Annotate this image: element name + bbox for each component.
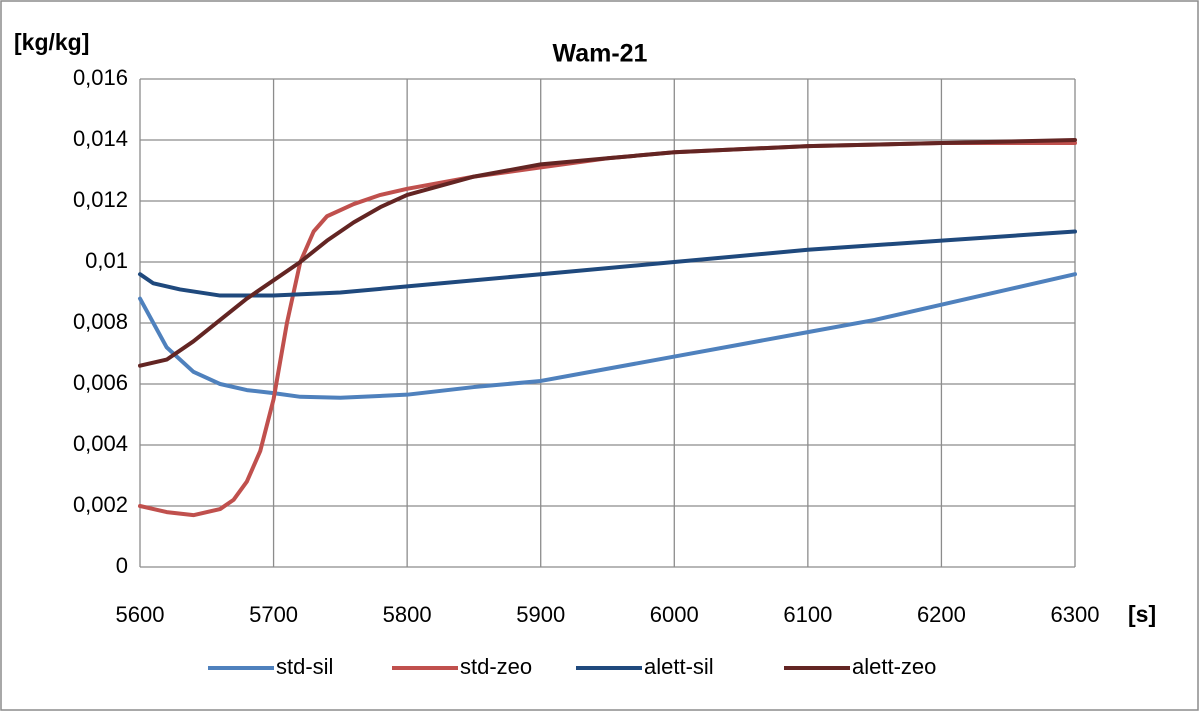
x-tick-label: 5900	[516, 602, 565, 627]
x-tick-label: 6100	[783, 602, 832, 627]
y-tick-label: 0,002	[73, 492, 128, 517]
legend-label: alett-zeo	[852, 654, 936, 679]
x-tick-label: 6200	[917, 602, 966, 627]
x-tick-label: 5800	[383, 602, 432, 627]
x-tick-label: 5600	[116, 602, 165, 627]
chart-title: Wam-21	[553, 40, 648, 68]
y-tick-label: 0,006	[73, 370, 128, 395]
x-tick-label: 5700	[249, 602, 298, 627]
y-tick-label: 0,012	[73, 187, 128, 212]
legend-label: alett-sil	[644, 654, 714, 679]
y-tick-label: 0	[116, 553, 128, 578]
y-tick-label: 0,01	[85, 248, 128, 273]
y-tick-label: 0,004	[73, 431, 128, 456]
y-tick-label: 0,008	[73, 309, 128, 334]
legend-label: std-zeo	[460, 654, 532, 679]
series-line	[138, 138, 1077, 368]
y-tick-label: 0,016	[73, 65, 128, 90]
x-tick-label: 6300	[1051, 602, 1100, 627]
y-axis-label: [kg/kg]	[14, 29, 89, 55]
x-tick-label: 6000	[650, 602, 699, 627]
y-tick-label: 0,014	[73, 126, 128, 151]
x-axis-label: [s]	[1128, 601, 1156, 627]
series-line	[138, 229, 1077, 298]
series-line	[138, 272, 1077, 400]
legend-label: std-sil	[276, 654, 333, 679]
